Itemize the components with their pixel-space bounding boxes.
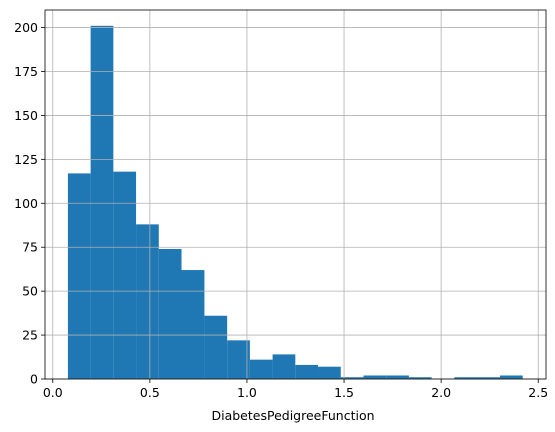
x-tick-label: 1.0 xyxy=(237,385,257,400)
x-tick-label: 1.5 xyxy=(334,385,354,400)
x-tick-label: 2.5 xyxy=(528,385,548,400)
y-tick-label: 125 xyxy=(14,152,38,167)
histogram-bar xyxy=(454,377,478,379)
histogram-bar xyxy=(181,270,205,379)
histogram-bar xyxy=(295,364,319,379)
y-tick-label: 150 xyxy=(14,108,38,123)
grid-layer xyxy=(45,10,546,380)
histogram-bar xyxy=(386,375,409,379)
y-tick-label: 50 xyxy=(22,284,38,299)
histogram-bar xyxy=(227,340,250,379)
histogram-bar xyxy=(249,359,273,379)
histogram-bar xyxy=(158,248,182,379)
histogram-bar xyxy=(477,377,500,379)
ticks-layer: 0.0 0.5 1.0 1.5 2.0 2.5 0 25 50 75 100 125 150 175 200 xyxy=(14,20,548,400)
histogram-bar xyxy=(204,315,228,379)
axes-layer xyxy=(44,9,547,380)
x-axis-label: DiabetesPedigreeFunction xyxy=(211,408,374,423)
histogram-bar xyxy=(113,171,137,379)
histogram-bar xyxy=(499,375,523,379)
x-tick-label: 0.5 xyxy=(140,385,160,400)
y-tick-label: 0 xyxy=(30,372,38,387)
histogram-bar xyxy=(272,354,296,379)
y-tick-label: 100 xyxy=(14,196,38,211)
y-tick-label: 200 xyxy=(14,20,38,35)
x-tick-label: 2.0 xyxy=(431,385,451,400)
histogram-bar xyxy=(408,377,432,379)
y-tick-label: 75 xyxy=(22,240,38,255)
x-tick-label: 0.0 xyxy=(43,385,63,400)
histogram-bar xyxy=(340,377,364,379)
histogram-bar xyxy=(67,173,91,379)
plot-frame xyxy=(44,9,547,380)
histogram-bar xyxy=(136,224,159,379)
histogram-bar xyxy=(90,25,114,380)
bars-layer xyxy=(67,25,523,380)
histogram-bar xyxy=(318,366,341,379)
y-tick-label: 25 xyxy=(22,328,38,343)
histogram-bar xyxy=(363,375,387,379)
y-tick-label: 175 xyxy=(14,64,38,79)
